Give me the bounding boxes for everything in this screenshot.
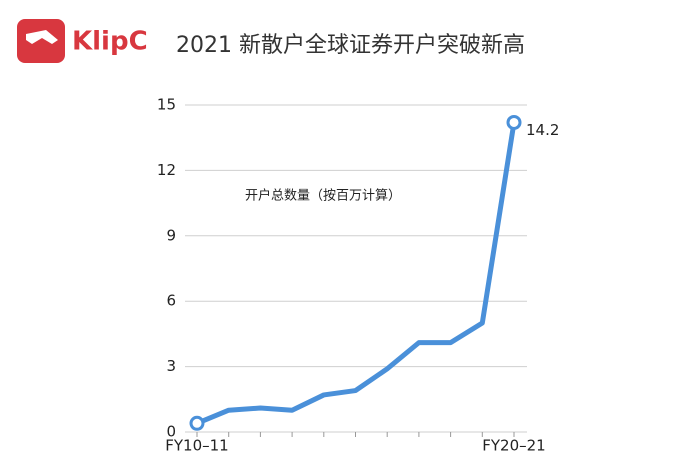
data-label: 14.2 (526, 121, 559, 139)
y-tick-label: 0 (166, 423, 176, 441)
line (196, 122, 517, 426)
y-tick-label: 3 (166, 357, 176, 375)
annotation: 开户总数量（按百万计算） (245, 188, 401, 204)
y-tick-label: 15 (157, 96, 176, 114)
x-tick-label: FY20–21 (482, 437, 545, 455)
point-marker (189, 415, 205, 431)
point-marker (506, 114, 522, 130)
y-tick-label: 12 (157, 161, 176, 179)
y-tick-label: 9 (166, 226, 176, 244)
chart-title: 2021 新散户全球证券开户突破新高 (176, 33, 525, 58)
logo-icon (17, 19, 65, 63)
y-tick-label: 6 (166, 292, 176, 310)
logo-glyph (26, 30, 58, 44)
logo-text: KlipC (72, 27, 148, 57)
x-tick-label: FY10–11 (165, 437, 228, 455)
